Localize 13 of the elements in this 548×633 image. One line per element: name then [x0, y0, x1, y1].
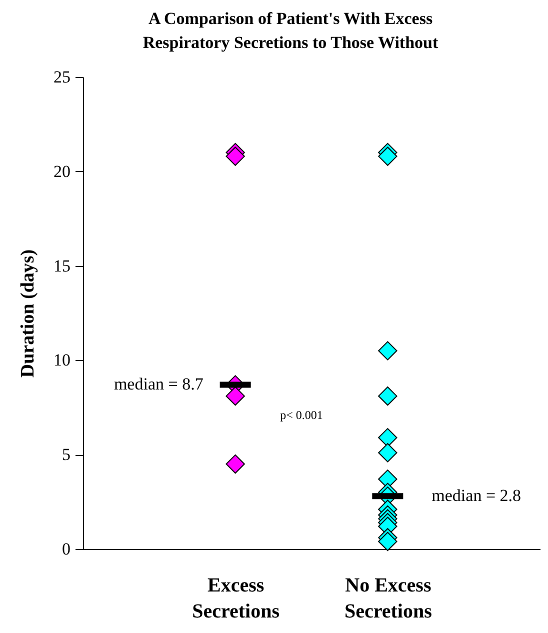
y-tick-label: 20	[54, 162, 70, 181]
y-tick-label: 15	[54, 256, 70, 276]
x-tick-label: Excess Secretions	[192, 574, 280, 622]
y-tick-label: 10	[54, 350, 70, 370]
annotation: median = 8.7	[114, 374, 204, 394]
chart-title: A Comparison of Patient's With Excess Respiratory Secretions to Those Without	[142, 9, 438, 52]
annotation: p< 0.001	[280, 408, 323, 422]
x-tick-label: No Excess Secretions	[344, 574, 432, 622]
y-tick-label: 5	[62, 445, 70, 464]
annotation: median = 2.8	[432, 486, 522, 506]
y-tick-label: 25	[54, 68, 70, 86]
y-tick-label: 0	[62, 540, 70, 558]
y-axis-title: Duration (days)	[18, 249, 38, 378]
